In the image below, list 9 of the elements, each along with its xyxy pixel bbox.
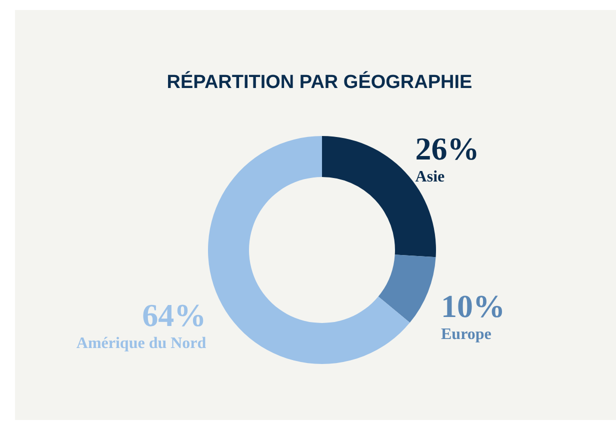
data-label: 10% — [441, 288, 506, 324]
data-label: 26% — [415, 130, 480, 166]
slice-label: Amérique du Nord — [76, 334, 206, 352]
chart-title: RÉPARTITION PAR GÉOGRAPHIE — [166, 71, 472, 93]
donut-slice — [208, 136, 410, 364]
data-label: 64% — [142, 296, 206, 333]
slice-label: Europe — [441, 326, 492, 344]
donut-slice — [378, 254, 436, 323]
slice-label: Asie — [415, 168, 445, 186]
